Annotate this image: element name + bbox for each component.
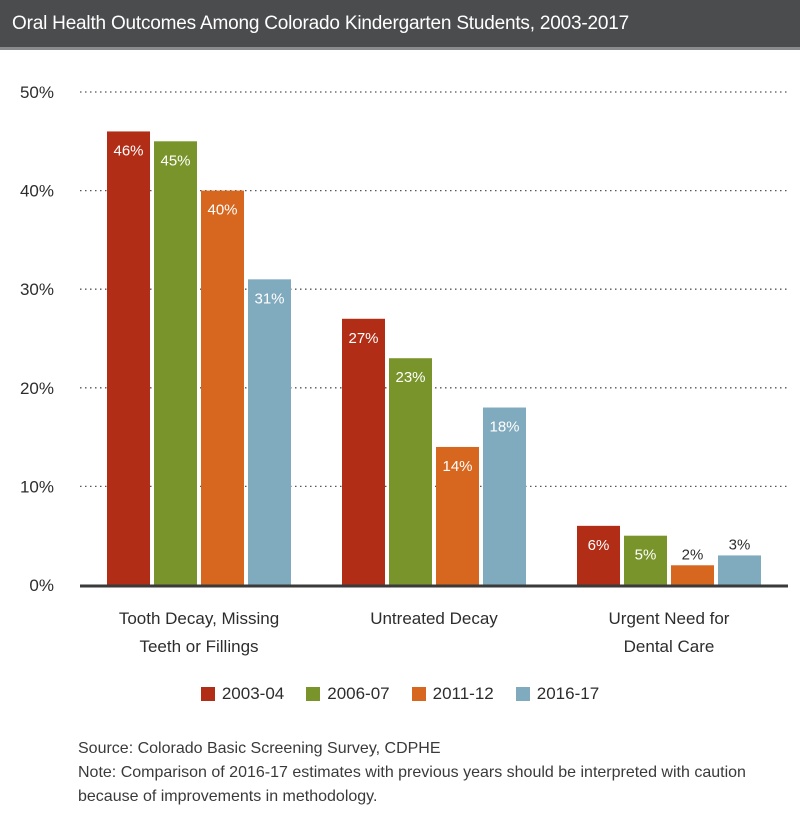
category-label: Untreated Decay	[370, 609, 498, 628]
bar-chart: 0% 10% 20% 30% 40% 50% 46% 27% 6% 45% 23% 5% 40% 14% 2…	[20, 83, 788, 656]
legend-swatch	[200, 687, 215, 701]
data-label: 40%	[207, 202, 237, 219]
legend-swatch	[515, 687, 530, 701]
bar	[483, 407, 526, 585]
y-tick-label: 20%	[20, 379, 54, 398]
chart-legend: 2003-04 2006-07 2011-12 2016-17	[0, 684, 800, 704]
data-label: 23%	[395, 369, 425, 386]
legend-label: 2011-12	[432, 684, 494, 703]
y-tick-label: 0%	[29, 576, 54, 595]
note-text-line-2: because of improvements in methodology.	[78, 788, 378, 805]
bar	[342, 318, 385, 585]
data-label: 5%	[635, 547, 657, 564]
bar	[436, 446, 479, 585]
data-label: 46%	[113, 142, 143, 159]
data-label: 27%	[348, 330, 378, 347]
bar	[107, 131, 150, 585]
bar	[248, 279, 291, 585]
bar	[577, 525, 620, 585]
bar	[389, 358, 432, 585]
legend-swatch	[306, 687, 321, 701]
category-label: Tooth Decay, Missing	[119, 609, 279, 628]
data-label: 18%	[489, 419, 519, 436]
chart-title: Oral Health Outcomes Among Colorado Kind…	[0, 0, 800, 47]
footnote: Source: Colorado Basic Screening Survey,…	[78, 737, 778, 809]
bar	[154, 141, 197, 586]
title-divider	[0, 47, 800, 50]
bar	[718, 555, 761, 585]
source-text: Source: Colorado Basic Screening Survey,…	[78, 740, 441, 757]
legend-item: 2011-12	[411, 684, 494, 704]
category-label: Teeth or Fillings	[139, 637, 258, 656]
legend-label: 2016-17	[536, 684, 600, 703]
bar	[671, 565, 714, 585]
y-tick-label: 40%	[20, 182, 54, 201]
category-label: Urgent Need for	[609, 609, 730, 628]
bar	[201, 190, 244, 585]
legend-label: 2006-07	[327, 684, 390, 703]
y-tick-label: 50%	[20, 83, 54, 102]
legend-item: 2016-17	[515, 684, 600, 704]
data-label: 6%	[588, 537, 610, 554]
data-label: 3%	[729, 536, 751, 553]
note-text-line-1: Note: Comparison of 2016-17 estimates wi…	[78, 764, 746, 781]
legend-item: 2003-04	[200, 684, 285, 704]
y-tick-label: 30%	[20, 280, 54, 299]
data-label: 45%	[160, 152, 190, 169]
data-label: 2%	[682, 546, 704, 563]
legend-item: 2006-07	[306, 684, 390, 704]
y-tick-label: 10%	[20, 477, 54, 496]
bar	[624, 535, 667, 585]
data-label: 14%	[442, 458, 472, 475]
data-label: 31%	[254, 290, 284, 307]
category-label: Dental Care	[624, 637, 715, 656]
legend-swatch	[411, 687, 426, 701]
legend-label: 2003-04	[221, 684, 285, 703]
